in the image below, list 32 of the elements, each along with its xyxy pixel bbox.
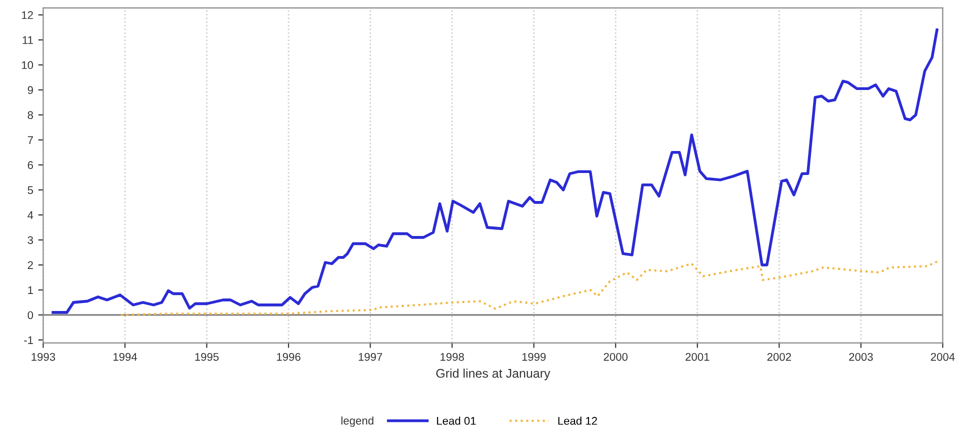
x-tick-label: 1993 (32, 352, 56, 361)
y-tick-label: -1 (24, 336, 33, 344)
x-axis-title: Grid lines at January (436, 368, 550, 380)
y-tick-label: 4 (28, 211, 34, 219)
y-tick-label: 10 (22, 61, 34, 70)
x-tick-label: 2004 (930, 352, 955, 361)
x-tick-label: 1998 (440, 352, 464, 361)
x-tick-label: 2001 (686, 352, 710, 361)
x-tick-label: 1997 (358, 352, 382, 361)
y-tick-label: 6 (28, 161, 33, 170)
x-tick-label: 2002 (767, 352, 791, 361)
x-tick-label: 2000 (604, 352, 628, 361)
x-tick-label: 1995 (195, 352, 219, 361)
y-tick-label: 1 (28, 286, 33, 294)
legend-title: legend (341, 416, 374, 427)
x-tick-label: 2003 (849, 352, 873, 361)
y-tick-label: 3 (28, 236, 33, 244)
legend-label: Lead 01 (437, 416, 476, 425)
y-tick-label: 8 (28, 111, 33, 120)
y-tick-label: 12 (22, 11, 33, 19)
y-tick-label: 0 (28, 311, 34, 320)
line-series (120, 260, 939, 316)
y-tick-label: 9 (28, 86, 33, 94)
x-tick-label: 1999 (522, 352, 546, 361)
line-series (52, 28, 938, 314)
y-tick-label: 7 (28, 136, 33, 144)
x-tick-label: 1994 (113, 352, 138, 361)
legend-label: Lead 12 (558, 416, 598, 425)
y-tick-label: 5 (28, 186, 34, 194)
y-tick-label: 2 (28, 261, 33, 269)
x-tick-label: 1996 (277, 352, 300, 361)
y-tick-label: 11 (22, 36, 33, 44)
